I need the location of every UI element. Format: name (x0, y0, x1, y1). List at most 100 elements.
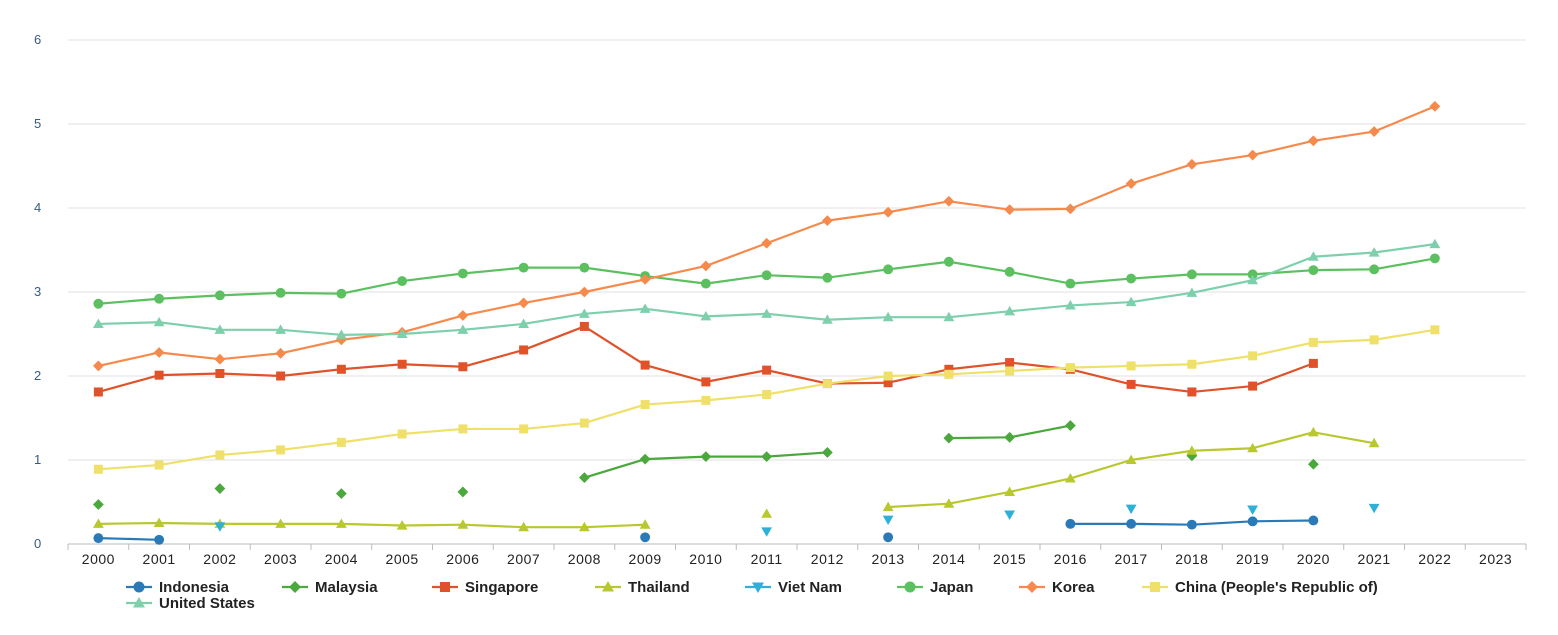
data-point-china-people-s-republic-of (336, 437, 346, 447)
series-line-thailand (888, 431, 1375, 509)
x-tick-label: 2018 (1175, 551, 1208, 567)
data-point-singapore (1126, 379, 1136, 389)
data-point-singapore (154, 370, 164, 380)
data-point-indonesia (154, 534, 165, 545)
data-point-singapore (1248, 381, 1258, 391)
data-point-korea (153, 347, 165, 358)
series-line-indonesia (98, 537, 160, 541)
data-point-china-people-s-republic-of (397, 429, 407, 439)
data-point-viet-nam (214, 522, 226, 532)
legend-item-united-states[interactable]: United States (126, 595, 255, 612)
data-point-indonesia (883, 532, 894, 543)
data-point-japan (457, 268, 468, 279)
data-point-japan (518, 262, 529, 273)
data-point-indonesia (1065, 518, 1076, 529)
data-point-korea (1429, 100, 1441, 112)
data-point-united-states (153, 316, 165, 327)
data-point-china-people-s-republic-of (944, 369, 954, 379)
x-axis: 2000 2001 2002 2003 2004 2005 2006 2007 2008 2009… (67, 543, 1527, 567)
data-point-indonesia (1126, 518, 1137, 529)
data-point-thailand (639, 519, 651, 529)
data-point-korea (1247, 149, 1259, 161)
legend-item-malaysia[interactable]: Malaysia (282, 579, 378, 596)
data-point-japan (336, 288, 347, 299)
data-point-singapore (336, 364, 346, 374)
x-tick-label: 2012 (811, 551, 844, 567)
data-point-thailand (396, 520, 408, 530)
data-point-thailand (578, 521, 590, 532)
legend-marker-japan (904, 581, 916, 593)
x-tick-label: 2002 (203, 551, 236, 567)
data-point-malaysia (821, 447, 833, 458)
x-tick-label: 2022 (1418, 551, 1451, 567)
series-viet-nam (214, 503, 1380, 537)
data-point-japan (822, 272, 833, 283)
data-point-china-people-s-republic-of (822, 379, 832, 389)
data-point-viet-nam (1247, 505, 1259, 515)
data-point-united-states (1064, 300, 1076, 310)
data-point-korea (457, 310, 469, 321)
data-point-china-people-s-republic-of (1065, 363, 1075, 373)
legend-marker-singapore (440, 582, 450, 592)
legend-label: Japan (930, 579, 973, 596)
legend-item-singapore[interactable]: Singapore (432, 579, 538, 596)
x-tick-label: 2001 (143, 551, 176, 567)
data-point-china-people-s-republic-of (276, 445, 286, 455)
legend-item-china-people-s-republic-of[interactable]: China (People's Republic of) (1142, 579, 1378, 596)
y-tick-label: 2 (34, 368, 41, 383)
x-tick-label: 2019 (1236, 551, 1269, 567)
legend-marker-viet-nam (752, 582, 764, 593)
data-point-united-states (821, 314, 833, 324)
data-point-indonesia (93, 533, 104, 544)
data-point-thailand (92, 518, 104, 528)
data-point-malaysia (1307, 458, 1319, 470)
plot-area (92, 100, 1441, 545)
legend-label: Malaysia (315, 579, 378, 596)
data-point-singapore (458, 362, 468, 372)
y-tick-label: 6 (34, 32, 41, 47)
series-malaysia (92, 420, 1319, 510)
data-point-japan (1126, 273, 1137, 284)
legend-label: Indonesia (159, 579, 230, 596)
data-point-singapore (579, 321, 589, 331)
data-point-japan (1308, 265, 1319, 276)
data-point-singapore (1308, 358, 1318, 368)
legend-item-japan[interactable]: Japan (897, 579, 973, 596)
data-point-korea (275, 347, 287, 359)
data-point-thailand (761, 508, 773, 518)
y-tick-label: 4 (34, 200, 41, 215)
legend-item-indonesia[interactable]: Indonesia (126, 579, 230, 596)
data-point-thailand (882, 501, 894, 512)
legend-label: Viet Nam (778, 579, 842, 596)
legend-marker-malaysia (289, 581, 301, 593)
data-point-korea (214, 353, 226, 365)
data-point-thailand (1004, 486, 1016, 496)
data-point-indonesia (1247, 516, 1258, 527)
data-point-korea (92, 360, 104, 372)
data-point-united-states (518, 318, 530, 328)
y-tick-label: 0 (34, 536, 41, 551)
data-point-singapore (640, 360, 650, 370)
data-point-japan (1004, 266, 1015, 277)
x-tick-label: 2010 (689, 551, 722, 567)
data-point-thailand (335, 518, 347, 528)
legend-item-viet-nam[interactable]: Viet Nam (745, 579, 842, 596)
data-point-japan (1429, 253, 1440, 264)
data-point-korea (943, 195, 955, 207)
data-point-thailand (1064, 473, 1076, 483)
data-point-viet-nam (882, 515, 894, 526)
data-point-thailand (153, 517, 165, 528)
data-point-japan (1065, 278, 1076, 289)
legend-item-korea[interactable]: Korea (1019, 579, 1095, 596)
data-point-korea (1125, 178, 1137, 190)
x-tick-label: 2017 (1115, 551, 1148, 567)
data-point-malaysia (1004, 431, 1016, 443)
series-indonesia (93, 515, 1319, 545)
data-point-singapore (883, 378, 893, 388)
legend-label: Thailand (628, 579, 690, 596)
series-line-korea (98, 105, 1436, 367)
legend-item-thailand[interactable]: Thailand (595, 579, 690, 596)
data-point-japan (154, 293, 165, 304)
x-tick-label: 2003 (264, 551, 297, 567)
